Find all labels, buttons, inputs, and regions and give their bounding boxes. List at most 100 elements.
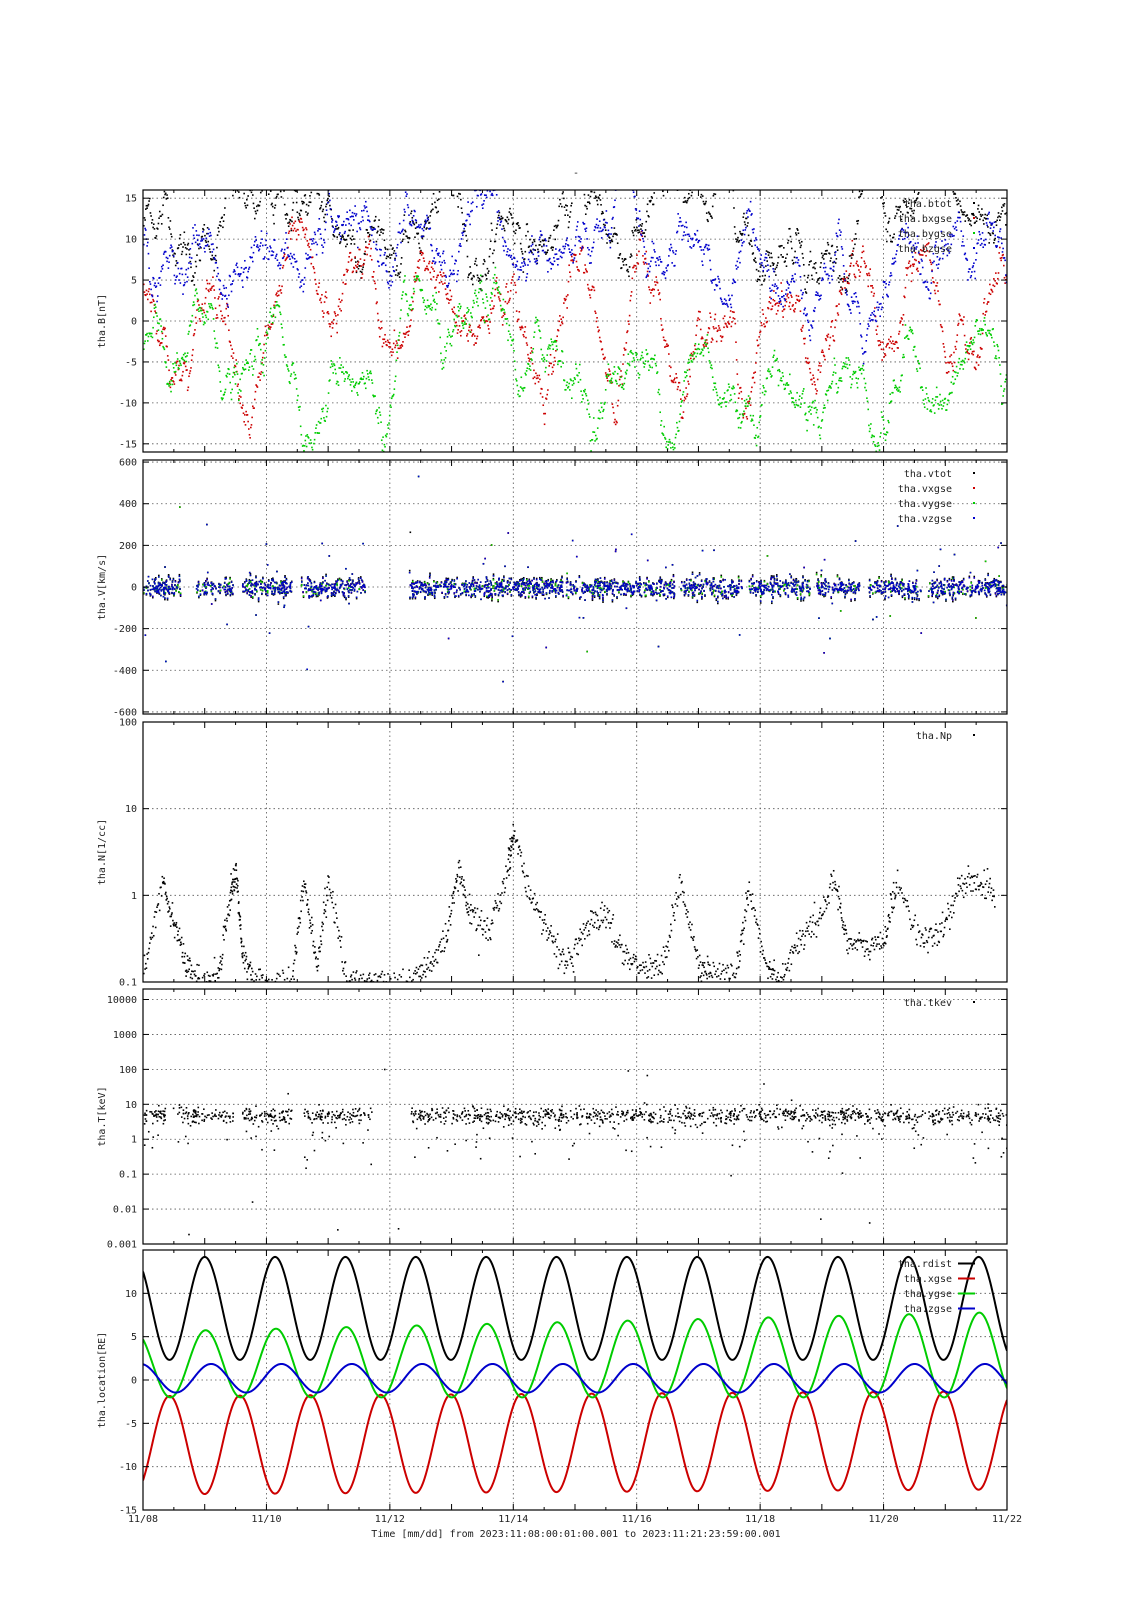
data-point [651,366,654,369]
data-point [344,230,346,233]
data-point [581,185,583,187]
data-point [542,249,545,252]
data-point [444,288,447,290]
data-point [822,258,825,260]
data-point [739,413,741,416]
data-point [348,222,350,225]
data-point [683,380,685,382]
data-point [814,399,816,402]
data-point [858,190,861,193]
data-point [628,323,630,325]
data-point [816,279,819,281]
data-point [929,410,931,412]
data-point [401,240,404,243]
data-point [309,248,312,251]
data-point [941,179,943,181]
data-point [563,206,566,208]
data-point [681,416,683,419]
data-point [630,351,633,354]
data-point [378,248,381,251]
data-point [485,278,488,280]
data-point [238,398,240,400]
data-point [719,157,721,159]
data-point [314,182,316,184]
data-point [351,390,353,392]
data-point [455,260,457,262]
data-point [515,263,517,266]
data-point [465,234,467,237]
data-point [616,421,618,424]
data-point [734,232,737,235]
data-point [678,225,680,227]
data-point [568,221,570,223]
data-point [735,359,738,361]
data-point [634,264,637,267]
data-point [190,321,193,323]
data-point [167,383,170,385]
data-point [384,445,386,448]
data-point [202,238,205,240]
data-point [432,192,435,195]
data-point [957,372,959,374]
data-point [494,266,497,269]
data-point [477,304,479,307]
data-point [147,290,150,293]
data-point [828,386,830,389]
data-point [678,180,680,182]
data-point [643,232,646,234]
data-point [892,343,895,345]
data-point [955,200,958,202]
data-point [852,247,855,250]
data-point [622,388,625,390]
data-point [281,248,283,251]
data-point [686,199,689,202]
data-point [913,263,915,265]
data-point [242,286,244,288]
data-point [977,354,979,357]
data-point [895,386,897,388]
data-point [529,352,532,354]
data-point [323,241,326,244]
data-point [785,289,788,291]
data-point [997,349,1000,352]
data-point [739,427,742,429]
data-point [794,406,796,409]
data-point [825,339,828,342]
data-point [467,340,469,342]
data-point [414,210,416,213]
data-point [249,352,251,355]
data-point [852,370,855,373]
data-point [503,227,505,230]
data-point [366,247,369,249]
data-point [563,247,566,250]
data-point [815,411,818,414]
data-point [824,270,826,273]
data-point [291,364,293,366]
data-point [852,254,854,256]
data-point [481,204,483,206]
data-point [290,262,293,265]
data-point [318,282,321,284]
data-point [714,313,717,316]
data-point [645,220,648,223]
data-point [236,184,238,186]
data-point [672,250,674,252]
data-point [642,356,644,359]
data-point [353,386,356,389]
data-point [406,300,408,303]
data-point [238,395,241,397]
data-point [895,205,897,208]
data-point [964,357,967,360]
data-point [939,178,941,180]
data-point [1003,203,1006,205]
data-point [992,232,994,235]
data-point [753,228,755,230]
data-point [911,210,913,212]
data-point [812,266,815,269]
data-point [594,225,596,228]
data-point [791,401,794,403]
data-point [665,183,667,185]
data-point [946,170,948,172]
data-point [860,367,862,370]
data-point [627,152,629,154]
